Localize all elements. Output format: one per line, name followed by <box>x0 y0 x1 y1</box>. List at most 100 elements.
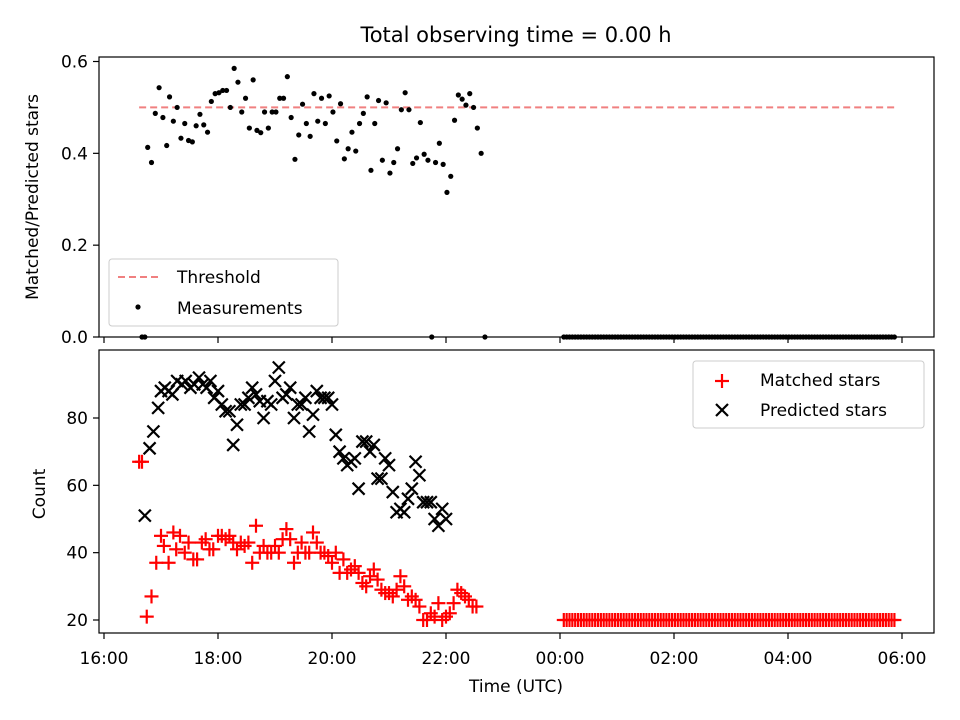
measurement-point <box>368 167 374 173</box>
measurement-point <box>345 146 351 152</box>
matched-point <box>173 528 187 543</box>
measurement-point <box>364 94 370 100</box>
x-axis-label: Time (UTC) <box>468 677 563 697</box>
measurement-point <box>334 138 340 144</box>
bottom-x-ticks: 16:00 18:00 20:00 22:00 00:00 02:00 04:00 06:00 <box>80 633 927 669</box>
matched-point <box>389 582 404 597</box>
measurement-point <box>463 102 469 108</box>
predicted-point <box>355 434 370 449</box>
top-legend: Threshold Measurements <box>108 258 339 327</box>
predicted-point <box>378 451 392 466</box>
matched-point <box>393 569 408 584</box>
measurement-point <box>387 170 393 176</box>
predicted-point <box>218 404 233 419</box>
predicted-point <box>245 380 259 395</box>
matched-point <box>139 609 154 624</box>
predicted-point <box>151 401 165 415</box>
matched-legend-swatch <box>715 374 729 388</box>
x-tick-label: 16:00 <box>80 649 129 669</box>
measurement-point <box>239 109 245 115</box>
measurement-point <box>250 77 256 83</box>
measurement-point <box>235 79 241 85</box>
matched-point <box>198 532 213 547</box>
predicted-point <box>382 458 396 472</box>
measurement-point <box>470 104 477 111</box>
measurement-point <box>145 144 151 150</box>
measurement-point <box>220 87 226 94</box>
predicted-point <box>138 508 152 523</box>
predicted-point <box>302 424 316 439</box>
matched-point <box>442 606 457 621</box>
predicted-point <box>321 391 335 405</box>
predicted-point <box>427 512 442 526</box>
bottom-panel: 20 40 60 80 16:00 18:00 20:00 22:00 00:00 02:00 0… <box>30 349 935 697</box>
matched-point <box>306 525 320 540</box>
measurement-point <box>193 123 199 129</box>
measurement-point <box>444 189 450 195</box>
measurement-point <box>156 85 162 91</box>
top-y-tick-label: 0.6 <box>61 53 88 73</box>
measurement-point <box>440 161 446 167</box>
matched-point <box>241 535 256 550</box>
measurement-point <box>152 110 158 116</box>
measurement-point <box>280 95 287 101</box>
predicted-point <box>226 438 240 452</box>
top-y-tick-label: 0.2 <box>61 236 88 256</box>
bottom-legend-box <box>692 360 925 429</box>
measurement-point <box>204 129 211 135</box>
top-x-ticks <box>103 337 903 343</box>
matched-point <box>271 545 286 560</box>
measurement-point <box>273 109 279 115</box>
measurement-point <box>208 98 214 105</box>
predicted-point <box>287 411 301 425</box>
matched-point <box>181 535 196 550</box>
measurement-point <box>164 142 170 149</box>
predicted-point <box>435 502 449 516</box>
predicted-point <box>325 397 339 412</box>
measurement-point <box>269 109 275 115</box>
predicted-point <box>412 468 427 483</box>
measurement-point <box>375 97 382 104</box>
matched-point <box>469 599 484 614</box>
measurement-point <box>227 104 233 111</box>
bottom-plot-marks <box>132 360 902 627</box>
measurement-point <box>425 157 431 163</box>
predicted-point <box>211 384 225 398</box>
predicted-legend-swatch <box>715 403 729 417</box>
matched-point <box>177 545 192 560</box>
matched-point <box>144 589 159 604</box>
predicted-point <box>230 417 244 432</box>
x-tick-label: 04:00 <box>764 649 813 669</box>
measurement-point <box>474 125 480 131</box>
predicted-point <box>336 451 351 466</box>
measurement-point <box>330 109 336 115</box>
measurement-point <box>201 122 207 128</box>
measurement-point <box>160 114 166 121</box>
measurement-point <box>170 118 176 124</box>
measurement-point <box>197 111 203 117</box>
top-y-tick-label: 0.0 <box>61 328 88 348</box>
predicted-point <box>397 505 411 520</box>
predicted-point <box>279 387 294 402</box>
matched-point <box>294 535 309 550</box>
measurement-point <box>322 120 328 127</box>
measurement-point <box>356 120 363 127</box>
predicted-point <box>359 434 373 449</box>
matched-point <box>156 538 171 553</box>
measurement-point <box>448 173 454 179</box>
predicted-point <box>241 391 256 405</box>
matched-point <box>249 518 263 533</box>
measurement-point <box>391 159 397 166</box>
bottom-y-tick-label: 80 <box>66 409 88 429</box>
measurement-point <box>288 114 294 121</box>
matched-point <box>412 599 427 614</box>
x-tick-label: 20:00 <box>308 649 357 669</box>
measurement-point <box>299 101 306 107</box>
measurement-point <box>311 91 317 97</box>
matched-point <box>279 522 294 537</box>
measurement-point <box>318 95 325 101</box>
predicted-point <box>146 424 161 439</box>
matched-point <box>328 545 343 560</box>
predicted-point <box>222 404 237 419</box>
x-tick-label: 02:00 <box>650 649 699 669</box>
